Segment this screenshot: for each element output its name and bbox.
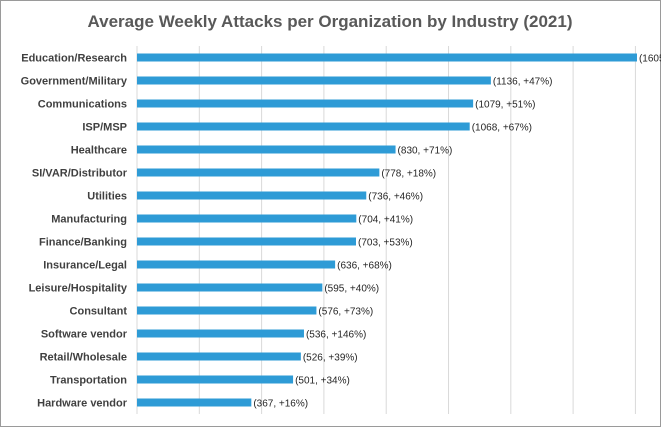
data-label: (830, +71%) (398, 146, 453, 157)
category-label: Software vendor (41, 329, 128, 341)
data-label: (526, +39%) (303, 353, 358, 364)
category-label: Consultant (70, 306, 128, 318)
bar (137, 76, 491, 85)
category-label: SI/VAR/Distributor (32, 168, 128, 180)
category-label: Manufacturing (51, 214, 127, 226)
category-label: Hardware vendor (37, 398, 128, 410)
category-label: ISP/MSP (82, 122, 127, 134)
bar (137, 398, 252, 407)
data-label: (1068, +67%) (472, 123, 532, 134)
data-labels: (1605, +75%) (1136, +47%) (1079, +51%) (106… (253, 54, 661, 410)
category-label: Retail/Wholesale (40, 352, 127, 364)
bar (137, 283, 323, 292)
bar (137, 168, 380, 177)
category-label: Healthcare (71, 145, 127, 157)
bar (137, 99, 474, 108)
data-label: (1136, +47%) (493, 77, 553, 88)
bar (137, 214, 357, 223)
data-label: (576, +73%) (318, 307, 373, 318)
data-label: (1079, +51%) (475, 100, 535, 111)
category-label: Transportation (50, 375, 127, 387)
data-label: (536, +146%) (306, 330, 366, 341)
category-label: Leisure/Hospitality (29, 283, 128, 295)
bar (137, 352, 301, 361)
data-label: (501, +34%) (295, 376, 350, 387)
data-label: (636, +68%) (337, 261, 392, 272)
data-label: (778, +18%) (381, 169, 436, 180)
category-label: Utilities (87, 191, 127, 203)
chart-title: Average Weekly Attacks per Organization … (88, 12, 573, 31)
bar (137, 260, 336, 269)
data-label: (595, +40%) (324, 284, 379, 295)
category-label: Finance/Banking (39, 237, 127, 249)
bar (137, 145, 396, 154)
bar (137, 53, 637, 62)
data-label: (367, +16%) (253, 399, 308, 410)
category-label: Government/Military (21, 76, 128, 88)
bar (137, 375, 294, 384)
data-label: (704, +41%) (358, 215, 413, 226)
category-label: Education/Research (21, 53, 127, 65)
category-label: Communications (38, 99, 127, 111)
data-label: (736, +46%) (368, 192, 423, 203)
data-label: (1605, +75%) (639, 54, 661, 65)
data-label: (703, +53%) (358, 238, 413, 249)
bar (137, 329, 304, 338)
category-labels: Education/Research Government/Military Com… (21, 53, 128, 410)
bar (137, 306, 317, 315)
bar (137, 191, 367, 200)
bars (137, 53, 637, 407)
category-label: Insurance/Legal (43, 260, 127, 272)
bar (137, 237, 356, 246)
bar (137, 122, 470, 131)
